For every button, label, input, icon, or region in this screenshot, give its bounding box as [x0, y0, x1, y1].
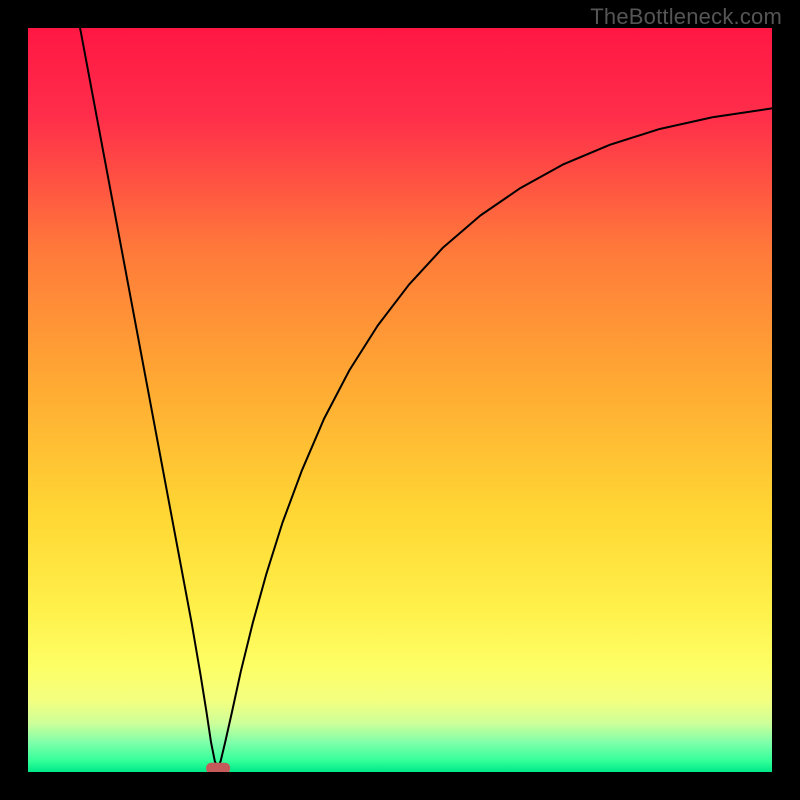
chart-container: TheBottleneck.com — [0, 0, 800, 800]
optimal-marker — [206, 763, 230, 772]
bottleneck-curve — [28, 28, 772, 772]
watermark-text: TheBottleneck.com — [590, 4, 782, 30]
plot-area — [28, 28, 772, 772]
